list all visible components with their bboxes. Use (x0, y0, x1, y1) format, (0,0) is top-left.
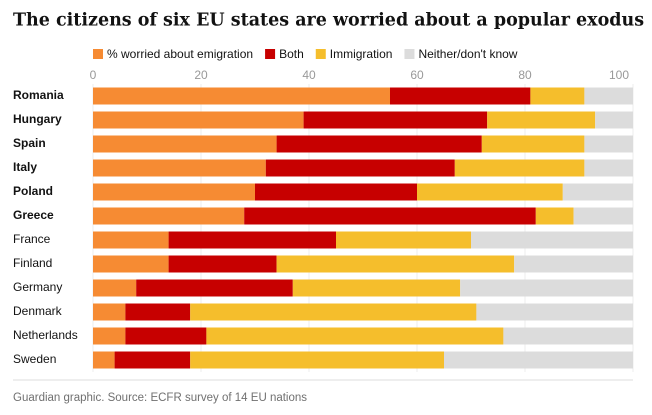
bar-segment (573, 207, 633, 225)
bar-segment (93, 327, 126, 345)
bar-segment (514, 255, 633, 273)
bar-segment (190, 303, 477, 321)
x-tick-label: 60 (410, 68, 424, 82)
bar-segment (206, 327, 504, 345)
bar-segment (125, 327, 207, 345)
bar-segment (276, 255, 515, 273)
bar-segment (595, 111, 633, 129)
bar-segment (93, 111, 304, 129)
y-tick-label: Finland (13, 256, 52, 270)
y-tick-label: Greece (13, 208, 54, 222)
bar-segment (190, 351, 444, 369)
y-tick-label: Poland (13, 184, 53, 198)
bar-segment (93, 231, 169, 249)
bar-segment (276, 135, 482, 153)
bar-segment (476, 303, 633, 321)
y-tick-label: Italy (13, 160, 37, 174)
bar-segment (584, 159, 633, 177)
bar-segment (93, 87, 390, 105)
y-tick-label: Netherlands (13, 328, 78, 342)
x-tick-label: 100 (609, 68, 629, 82)
source: Guardian graphic. Source: ECFR survey of… (13, 392, 307, 404)
y-tick-label: Sweden (13, 352, 56, 366)
bar-segment (244, 207, 536, 225)
bar-segment (93, 279, 137, 297)
bar-segment (444, 351, 633, 369)
bar-segment (93, 135, 277, 153)
bar-segment (584, 87, 633, 105)
bar-segment (471, 231, 633, 249)
bar-segment (93, 207, 245, 225)
x-tick-label: 80 (518, 68, 532, 82)
bar-segment (93, 351, 115, 369)
bar-segment (303, 111, 488, 129)
y-tick-label: Denmark (13, 304, 63, 318)
y-tick-label: Spain (13, 136, 46, 150)
bar-segment (292, 279, 461, 297)
bar-segment (93, 159, 266, 177)
bar-segment (481, 135, 585, 153)
x-tick-label: 0 (90, 68, 97, 82)
bar-segment (530, 87, 585, 105)
bar-segment (336, 231, 471, 249)
legend-swatch (265, 49, 276, 59)
bar-segment (93, 255, 169, 273)
bar-segment (535, 207, 574, 225)
y-tick-label: Germany (13, 280, 62, 294)
bar-segment (562, 183, 633, 201)
bar-segment (114, 351, 191, 369)
bar-segment (454, 159, 585, 177)
legend-swatch (315, 49, 326, 59)
x-tick-label: 20 (194, 68, 208, 82)
bar-segment (265, 159, 455, 177)
legend-swatch (93, 49, 103, 59)
bar-segment (487, 111, 596, 129)
y-tick-label: Romania (13, 88, 64, 102)
bar-segment (136, 279, 293, 297)
bar-segment (460, 279, 633, 297)
legend-label: Neither/don't know (418, 47, 517, 61)
legend-label: Immigration (330, 47, 393, 61)
y-tick-label: Hungary (13, 112, 62, 126)
bar-segment (390, 87, 531, 105)
bar-segment (93, 303, 126, 321)
bar-segment (168, 231, 336, 249)
bar-segment (255, 183, 417, 201)
bar-segment (584, 135, 633, 153)
bar-segment (503, 327, 633, 345)
bar-segment (417, 183, 563, 201)
bar-segment (125, 303, 191, 321)
bar-segment (168, 255, 277, 273)
y-tick-label: France (13, 232, 51, 246)
chart-title: The citizens of six EU states are worrie… (13, 11, 644, 31)
legend-label: Both (279, 47, 304, 61)
legend-swatch (404, 49, 415, 59)
legend-label: % worried about emigration (107, 47, 253, 61)
x-tick-label: 40 (302, 68, 316, 82)
bar-segment (93, 183, 255, 201)
